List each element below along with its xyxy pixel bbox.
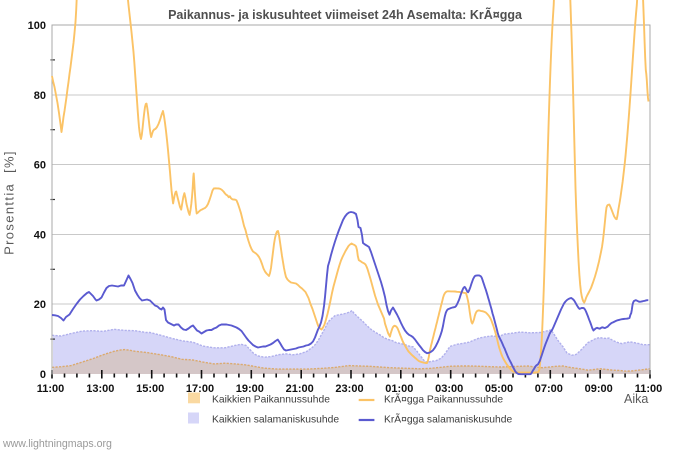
svg-text:Aika: Aika: [624, 392, 648, 406]
svg-text:03:00: 03:00: [435, 383, 463, 395]
svg-text:11:00: 11:00: [635, 383, 663, 395]
svg-text:21:00: 21:00: [286, 383, 314, 395]
svg-text:23:00: 23:00: [335, 383, 363, 395]
svg-text:20: 20: [34, 299, 46, 311]
svg-text:40: 40: [34, 229, 46, 241]
svg-text:13:00: 13:00: [86, 383, 114, 395]
svg-text:0: 0: [40, 369, 46, 381]
svg-text:100: 100: [28, 20, 46, 32]
svg-text:09:00: 09:00: [585, 383, 613, 395]
svg-text:15:00: 15:00: [136, 383, 164, 395]
svg-text:KrÃ¤gga Paikannussuhde: KrÃ¤gga Paikannussuhde: [384, 393, 503, 406]
svg-text:80: 80: [34, 90, 46, 102]
svg-text:01:00: 01:00: [385, 383, 413, 395]
svg-text:www.lightningmaps.org: www.lightningmaps.org: [2, 438, 112, 450]
svg-text:17:00: 17:00: [186, 383, 214, 395]
svg-text:05:00: 05:00: [485, 383, 513, 395]
svg-text:11:00: 11:00: [37, 383, 65, 395]
svg-text:Prosenttia [%]: Prosenttia [%]: [1, 150, 16, 255]
svg-text:Kaikkien Paikannussuhde: Kaikkien Paikannussuhde: [212, 395, 330, 406]
svg-text:Kaikkien salamaniskusuhde: Kaikkien salamaniskusuhde: [212, 415, 339, 426]
svg-text:KrÃ¤gga salamaniskusuhde: KrÃ¤gga salamaniskusuhde: [384, 413, 512, 426]
svg-text:07:00: 07:00: [535, 383, 563, 395]
svg-text:19:00: 19:00: [236, 383, 264, 395]
svg-text:60: 60: [34, 160, 46, 172]
svg-text:Paikannus- ja iskusuhteet viim: Paikannus- ja iskusuhteet viimeiset 24h …: [168, 7, 523, 22]
